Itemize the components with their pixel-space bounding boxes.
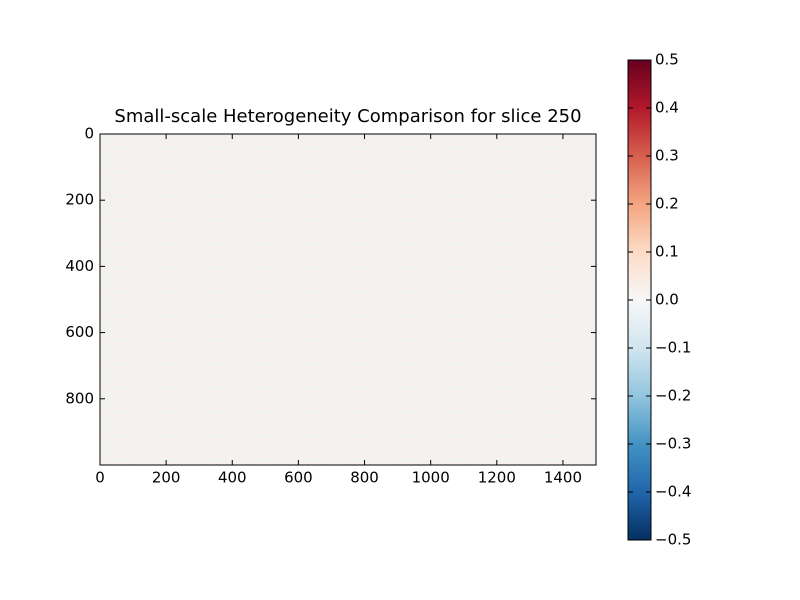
colorbar-tick-label: −0.3 — [655, 435, 691, 453]
x-tick-label: 1000 — [412, 469, 450, 487]
colorbar-tick-label: 0.2 — [655, 195, 679, 213]
colorbar-tick-label: −0.5 — [655, 531, 691, 549]
colorbar-tick-label: −0.1 — [655, 339, 691, 357]
x-tick-label: 600 — [284, 469, 313, 487]
y-tick-label: 200 — [65, 191, 94, 209]
colorbar-tick-label: −0.2 — [655, 387, 691, 405]
heatmap-image — [100, 134, 596, 465]
x-tick-label: 800 — [350, 469, 379, 487]
colorbar-tick-label: 0.5 — [655, 51, 679, 69]
colorbar-tick-label: 0.1 — [655, 243, 679, 261]
x-tick-label: 1400 — [544, 469, 582, 487]
x-tick-label: 0 — [95, 469, 105, 487]
y-tick-label: 600 — [65, 323, 94, 341]
y-tick-label: 400 — [65, 257, 94, 275]
colorbar-tick-label: 0.0 — [655, 291, 679, 309]
x-tick-label: 400 — [218, 469, 247, 487]
x-tick-label: 1200 — [478, 469, 516, 487]
colorbar-tick-label: 0.3 — [655, 147, 679, 165]
chart-title: Small-scale Heterogeneity Comparison for… — [114, 106, 581, 127]
plot-frame — [99, 133, 597, 466]
y-tick-label: 0 — [84, 125, 94, 143]
colorbar-tick-label: −0.4 — [655, 483, 691, 501]
colorbar-tick-label: 0.4 — [655, 99, 679, 117]
x-tick-label: 200 — [152, 469, 181, 487]
y-tick-label: 800 — [65, 389, 94, 407]
